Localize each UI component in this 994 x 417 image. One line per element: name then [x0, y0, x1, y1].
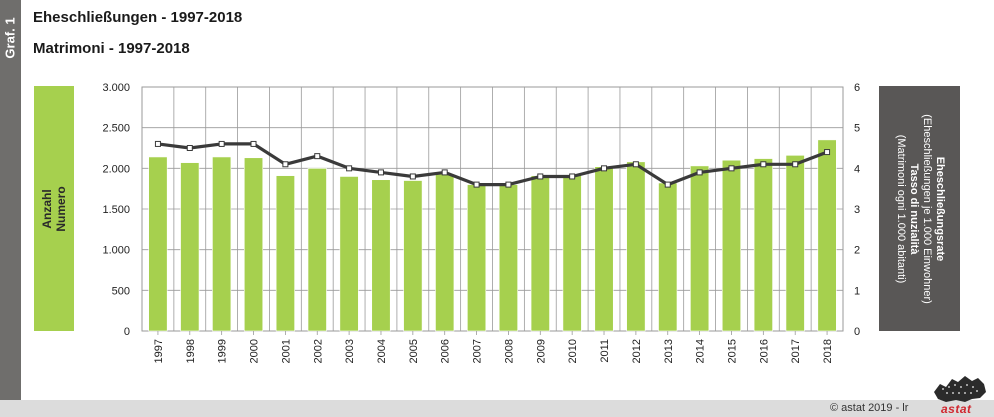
y-left-tick-label: 2.500 — [102, 123, 130, 135]
rate-marker — [760, 161, 767, 168]
x-tick-label: 2015 — [726, 339, 738, 363]
astat-logo-text: astat — [941, 402, 972, 416]
bar — [721, 159, 742, 332]
bar — [243, 157, 264, 332]
x-tick-label: 2013 — [663, 339, 675, 363]
x-tick-label: 2000 — [249, 339, 261, 363]
bar — [594, 166, 614, 332]
footer-bar — [0, 400, 994, 417]
x-tick-label: 2006 — [440, 339, 452, 363]
bar — [753, 158, 773, 332]
x-tick-label: 2003 — [344, 339, 356, 363]
y-left-tick-label: 3.000 — [102, 82, 130, 94]
rate-marker — [250, 140, 257, 147]
astat-logo-icon — [934, 376, 986, 402]
x-tick-label: 2002 — [312, 339, 324, 363]
bar — [371, 179, 391, 332]
y-left-tick-label: 2.000 — [102, 163, 130, 175]
y-left-tick-label: 1.000 — [102, 245, 130, 257]
rate-marker — [154, 140, 161, 147]
rate-marker — [218, 140, 225, 147]
bar — [212, 156, 232, 332]
bar — [658, 182, 678, 332]
y-left-tick-label: 1.500 — [102, 204, 130, 216]
x-tick-label: 2014 — [695, 339, 707, 363]
x-tick-label: 1999 — [217, 339, 229, 363]
rate-marker — [728, 165, 735, 172]
rate-marker — [409, 173, 416, 180]
bar — [180, 162, 200, 332]
bar — [562, 174, 582, 332]
bar — [690, 165, 710, 332]
bar — [498, 184, 518, 332]
x-tick-label: 2012 — [631, 339, 643, 363]
rate-marker — [792, 161, 799, 168]
x-tick-label: 2017 — [790, 339, 802, 363]
x-tick-label: 2009 — [535, 339, 547, 363]
side-tab: Graf. 1 — [0, 0, 21, 417]
bar — [467, 184, 487, 332]
rate-marker — [569, 173, 576, 180]
y-right-tick-label: 5 — [854, 123, 860, 135]
y-left-tick-label: 500 — [112, 285, 130, 297]
left-axis-label-box: Anzahl Numero — [34, 86, 74, 331]
rate-marker — [632, 161, 639, 168]
x-tick-label: 1998 — [185, 339, 197, 363]
rate-marker — [441, 169, 448, 176]
bar — [530, 175, 550, 332]
bar — [626, 161, 646, 332]
chart-title-it: Matrimoni - 1997-2018 — [33, 40, 190, 57]
rate-marker — [282, 161, 289, 168]
x-tick-label: 2008 — [503, 339, 515, 363]
bar — [339, 176, 359, 332]
rate-marker — [696, 169, 703, 176]
bar — [275, 175, 295, 332]
y-left-tick-label: 0 — [124, 326, 130, 338]
x-tick-label: 2001 — [280, 339, 292, 363]
rate-line — [157, 142, 828, 187]
x-tick-label: 2016 — [758, 339, 770, 363]
right-axis-label-box: Eheschließungsrate (Eheschließungen je 1… — [879, 86, 960, 331]
bar — [435, 173, 455, 332]
rate-marker — [664, 181, 671, 188]
rate-marker — [824, 149, 831, 156]
x-tick-label: 2018 — [822, 339, 834, 363]
rate-marker — [377, 169, 384, 176]
x-tick-label: 2007 — [472, 339, 484, 363]
y-right-tick-label: 6 — [854, 82, 860, 94]
y-right-tick-label: 1 — [854, 285, 860, 297]
rate-marker — [537, 173, 544, 180]
rate-marker — [346, 165, 353, 172]
x-tick-label: 1997 — [153, 339, 165, 363]
rate-marker — [186, 145, 193, 151]
copyright-credit: © astat 2019 - lr — [830, 402, 909, 414]
bar — [817, 139, 837, 332]
y-right-tick-label: 3 — [854, 204, 860, 216]
rate-marker — [505, 181, 512, 188]
x-tick-label: 2005 — [408, 339, 420, 363]
x-tick-label: 2010 — [567, 339, 579, 363]
chart-title-de: Eheschließungen - 1997-2018 — [33, 9, 243, 26]
rate-marker — [601, 165, 608, 172]
bar — [403, 180, 423, 332]
x-tick-label: 2011 — [599, 339, 611, 363]
bar — [785, 155, 805, 332]
rate-marker — [314, 153, 321, 160]
y-right-tick-label: 0 — [854, 326, 860, 338]
y-right-tick-label: 4 — [854, 163, 860, 175]
rate-marker — [473, 181, 480, 188]
x-tick-label: 2004 — [376, 339, 388, 363]
y-right-tick-label: 2 — [854, 245, 860, 257]
bar — [307, 168, 327, 332]
bar — [148, 156, 168, 332]
